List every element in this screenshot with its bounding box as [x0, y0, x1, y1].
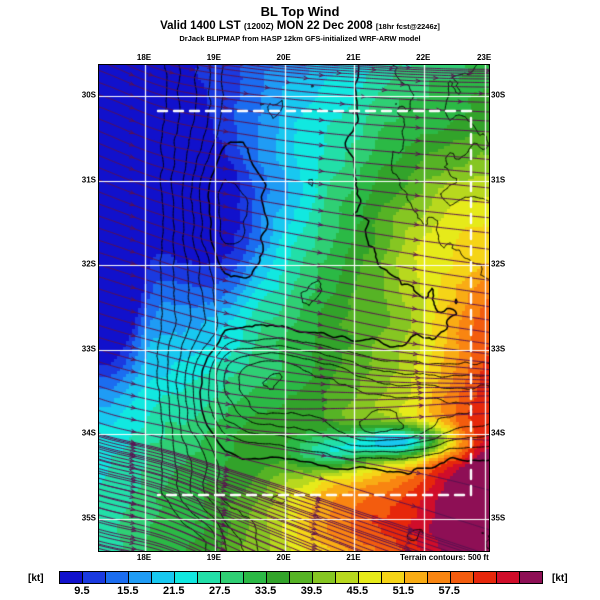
terrain-contour-note: Terrain contours: 500 ft: [400, 553, 489, 562]
lon-tick-top-21e: 21E: [346, 53, 361, 62]
valid-date: MON 22 Dec 2008: [276, 20, 373, 32]
valid-time-local: Valid 1400 LST: [160, 20, 241, 32]
lat-tick-left-34s: 34S: [81, 428, 96, 438]
colorbar-cell-16[interactable]: [428, 572, 451, 583]
map-plot-area[interactable]: [98, 64, 490, 552]
lat-tick-right-33s: 33S: [491, 344, 506, 354]
colorbar-cell-14[interactable]: [382, 572, 405, 583]
page-title: BL Top Wind: [260, 4, 340, 19]
colorbar-cell-9[interactable]: [267, 572, 290, 583]
chart-header: BL Top Wind Valid 1400 LST (1200Z) MON 2…: [0, 5, 600, 42]
lon-tick-bottom-18e: 18E: [136, 553, 152, 562]
colorbar-cell-12[interactable]: [336, 572, 359, 583]
lat-tick-right-30s: 30S: [491, 90, 506, 100]
colorbar-tick-33-5: 33.5: [254, 585, 277, 597]
colorbar-cell-17[interactable]: [451, 572, 474, 583]
valid-time-utc: (1200Z): [243, 21, 274, 31]
colorbar-tick-27-5: 27.5: [208, 585, 231, 597]
wind-speed-field-canvas[interactable]: [99, 65, 489, 551]
colorbar-cell-10[interactable]: [290, 572, 313, 583]
colorbar-unit-right: [kt]: [552, 573, 568, 584]
colorbar-cell-8[interactable]: [244, 572, 267, 583]
lat-tick-left-33s: 33S: [81, 344, 96, 354]
lon-tick-top-18e: 18E: [136, 53, 152, 62]
colorbar-swatches[interactable]: [59, 571, 543, 584]
lon-tick-top-19e: 19E: [206, 53, 221, 62]
model-source-line: DrJack BLIPMAP from HASP 12km GFS-initia…: [179, 33, 421, 43]
lon-tick-bottom-20e: 20E: [276, 553, 291, 562]
lat-tick-right-31s: 31S: [491, 175, 506, 185]
lat-tick-left-32s: 32S: [81, 259, 96, 269]
colorbar-cell-2[interactable]: [106, 572, 129, 583]
forecast-tag: [18hr fcst@2246z]: [375, 22, 440, 31]
lat-tick-right-34s: 34S: [491, 428, 506, 438]
colorbar-cell-19[interactable]: [497, 572, 520, 583]
colorbar-cell-0[interactable]: [60, 572, 83, 583]
lon-tick-top-20e: 20E: [276, 53, 291, 62]
colorbar-tick-57-5: 57.5: [438, 585, 460, 597]
colorbar-tick-45-5: 45.5: [346, 585, 369, 597]
colorbar-cell-4[interactable]: [152, 572, 175, 583]
colorbar-cell-15[interactable]: [405, 572, 428, 583]
valid-time-line: Valid 1400 LST (1200Z) MON 22 Dec 2008 […: [0, 20, 600, 33]
colorbar-cell-7[interactable]: [221, 572, 244, 583]
colorbar-cell-1[interactable]: [83, 572, 106, 583]
colorbar-cell-5[interactable]: [175, 572, 198, 583]
lat-tick-right-32s: 32S: [491, 259, 506, 269]
lat-tick-right-35s: 35S: [491, 513, 506, 523]
lon-tick-bottom-21e: 21E: [346, 553, 361, 562]
lon-tick-bottom-19e: 19E: [206, 553, 221, 562]
colorbar-legend: [kt] [kt] 9.5 15.5 21.5 27.5 33.5 39.5 45.5 51.…: [0, 568, 600, 600]
colorbar-cell-11[interactable]: [313, 572, 336, 583]
lat-tick-left-35s: 35S: [81, 513, 96, 523]
colorbar-cell-3[interactable]: [129, 572, 152, 583]
colorbar-unit-left: [kt]: [28, 573, 44, 584]
lat-tick-left-31s: 31S: [81, 175, 96, 185]
colorbar-tick-9-5: 9.5: [74, 585, 90, 597]
colorbar-cell-18[interactable]: [474, 572, 497, 583]
lat-tick-left-30s: 30S: [81, 90, 96, 100]
colorbar-tick-51-5: 51.5: [392, 585, 414, 597]
lon-tick-top-22e: 22E: [416, 53, 431, 62]
colorbar-cell-13[interactable]: [359, 572, 382, 583]
colorbar-cell-6[interactable]: [198, 572, 221, 583]
colorbar-tick-15-5: 15.5: [117, 585, 139, 597]
colorbar-tick-21-5: 21.5: [163, 585, 185, 597]
colorbar-cell-20[interactable]: [520, 572, 542, 583]
lon-tick-top-23e: 23E: [476, 53, 492, 62]
colorbar-tick-39-5: 39.5: [300, 585, 323, 597]
